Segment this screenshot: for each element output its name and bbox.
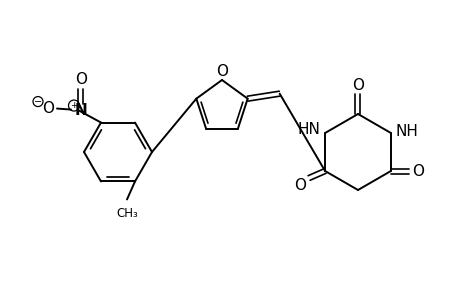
Text: HN: HN xyxy=(297,122,319,136)
Text: CH₃: CH₃ xyxy=(116,207,138,220)
Text: O: O xyxy=(351,77,363,92)
Text: O: O xyxy=(216,64,228,79)
Text: O: O xyxy=(42,101,54,116)
Text: +: + xyxy=(70,101,78,110)
Text: O: O xyxy=(411,164,423,178)
Text: −: − xyxy=(34,97,42,106)
Text: O: O xyxy=(293,178,305,194)
Text: N: N xyxy=(74,103,87,118)
Text: O: O xyxy=(75,72,87,87)
Text: NH: NH xyxy=(395,124,418,139)
